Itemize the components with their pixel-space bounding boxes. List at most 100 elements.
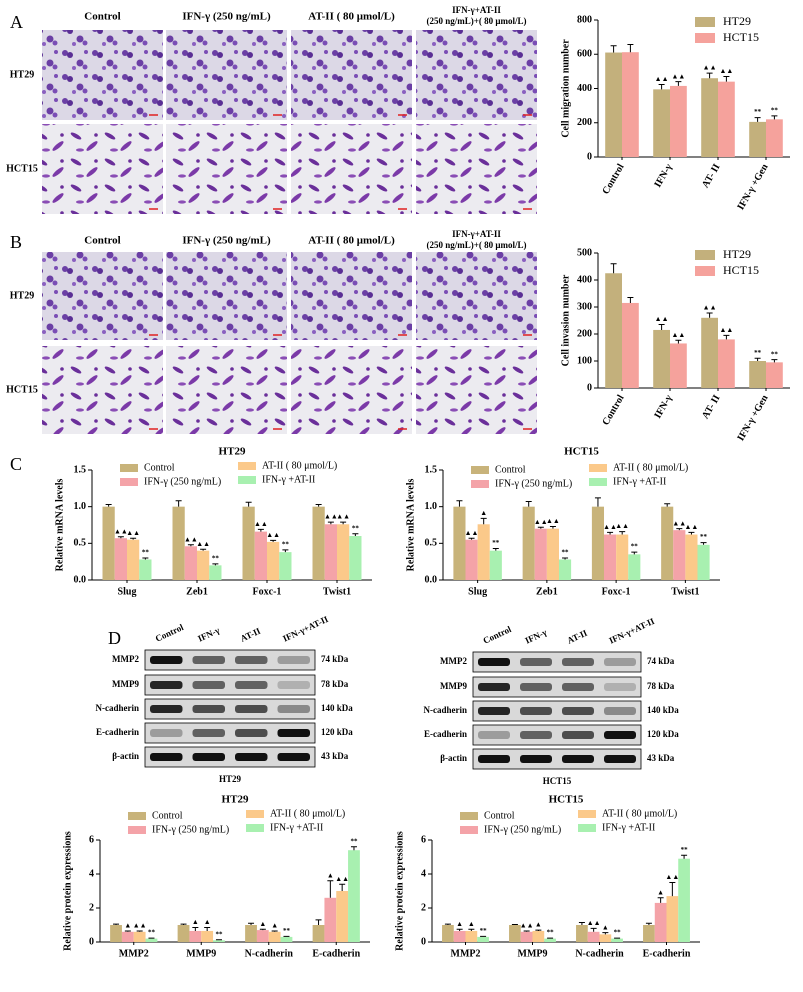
bar bbox=[242, 506, 255, 580]
protein-label: MMP9 bbox=[112, 679, 139, 689]
band bbox=[478, 755, 510, 763]
significance-mark: ▲▲ bbox=[703, 64, 717, 72]
bar bbox=[453, 930, 466, 942]
error-bar bbox=[175, 500, 182, 507]
micrograph bbox=[416, 30, 537, 120]
size-label: 43 kDa bbox=[647, 753, 675, 763]
bar bbox=[661, 506, 674, 580]
bar bbox=[213, 940, 225, 942]
bar bbox=[697, 544, 710, 580]
x-tick-label: AT- II bbox=[700, 162, 723, 190]
micrograph bbox=[416, 346, 537, 434]
legend-label: HT29 bbox=[723, 14, 751, 28]
row-label: HT29 bbox=[10, 290, 34, 301]
bar bbox=[749, 121, 766, 157]
significance-mark: ▲▲ bbox=[587, 919, 601, 927]
blot-strip bbox=[144, 698, 316, 720]
legend-swatch bbox=[460, 826, 478, 834]
column-header: IFN-γ (250 ng/mL) bbox=[182, 11, 271, 23]
bar bbox=[604, 534, 617, 580]
significance-mark: ▲▲ bbox=[133, 922, 147, 930]
x-tick-label: Twist1 bbox=[671, 586, 699, 597]
bar bbox=[127, 539, 140, 580]
size-label: 78 kDa bbox=[321, 679, 349, 689]
error-bar bbox=[619, 531, 626, 535]
y-tick-label: 100 bbox=[577, 355, 592, 366]
lane-label: Control bbox=[481, 624, 513, 646]
error-bar bbox=[676, 528, 683, 531]
x-tick-label: Twist1 bbox=[323, 586, 351, 597]
chart-title: HT29 bbox=[219, 446, 246, 458]
band bbox=[192, 656, 225, 664]
bar bbox=[114, 538, 127, 580]
lane-label: IFN-γ+AT-II bbox=[607, 616, 656, 646]
error-bar bbox=[492, 547, 499, 551]
significance-mark: ** bbox=[771, 107, 779, 115]
error-bar bbox=[771, 115, 778, 120]
bar bbox=[477, 936, 489, 942]
error-bar bbox=[142, 557, 149, 560]
chart-title: HCT15 bbox=[564, 446, 599, 458]
legend-label: IFN-γ (250 ng/mL) bbox=[144, 476, 221, 487]
bar bbox=[766, 119, 783, 157]
error-bar bbox=[480, 517, 487, 525]
significance-mark: ▲ bbox=[259, 920, 266, 928]
column-header: IFN-γ (250 ng/mL) bbox=[182, 235, 271, 247]
y-tick-label: 0.5 bbox=[74, 538, 87, 549]
x-tick-label: IFN-γ +Gen bbox=[735, 162, 770, 212]
error-bar bbox=[645, 922, 652, 925]
error-bar bbox=[631, 551, 638, 555]
legend-label: IFN-γ +AT-II bbox=[602, 822, 655, 833]
error-bar bbox=[271, 930, 278, 932]
panel-label: C bbox=[10, 454, 22, 474]
bar bbox=[532, 930, 545, 942]
y-tick-label: 400 bbox=[577, 83, 592, 94]
bar bbox=[201, 930, 214, 942]
bar bbox=[324, 897, 337, 942]
band bbox=[478, 707, 510, 715]
significance-mark: ▲ bbox=[327, 871, 334, 879]
bar bbox=[509, 925, 521, 942]
row-label: HCT15 bbox=[6, 163, 38, 174]
legend-swatch bbox=[238, 462, 256, 470]
bar bbox=[280, 936, 293, 942]
bar bbox=[670, 343, 687, 388]
bar bbox=[718, 339, 735, 388]
legend-label: AT-II ( 80 μmol/L) bbox=[262, 460, 337, 471]
band bbox=[604, 755, 636, 763]
y-tick-label: 400 bbox=[577, 274, 592, 285]
error-bar bbox=[259, 928, 266, 931]
significance-mark: ▲▲ bbox=[665, 873, 679, 881]
y-tick-label: 6 bbox=[421, 834, 426, 845]
bar bbox=[268, 931, 281, 942]
error-bar bbox=[523, 930, 530, 932]
significance-mark: ** bbox=[754, 349, 762, 357]
error-bar bbox=[688, 531, 695, 535]
bar bbox=[685, 534, 698, 580]
significance-mark: ▲▲ bbox=[546, 517, 560, 525]
bar bbox=[279, 552, 292, 580]
significance-mark: ** bbox=[562, 549, 570, 557]
bar bbox=[766, 362, 783, 388]
significance-mark: ** bbox=[352, 524, 360, 532]
band bbox=[562, 683, 594, 691]
error-bar bbox=[339, 883, 346, 891]
column-header: Control bbox=[84, 235, 120, 247]
bar bbox=[599, 934, 612, 942]
bar bbox=[622, 52, 639, 157]
row-label: HCT15 bbox=[6, 384, 38, 395]
legend-swatch bbox=[128, 826, 146, 834]
chart-title: HCT15 bbox=[549, 794, 584, 806]
blot-strip bbox=[472, 748, 642, 770]
y-tick-label: 2 bbox=[421, 902, 426, 913]
error-bar bbox=[468, 928, 475, 931]
bar bbox=[348, 850, 360, 942]
error-bar bbox=[602, 932, 609, 935]
bar bbox=[172, 506, 185, 580]
y-tick-label: 1.0 bbox=[425, 501, 438, 512]
micrograph bbox=[166, 30, 287, 120]
legend-swatch bbox=[589, 478, 607, 486]
bar bbox=[465, 930, 478, 942]
significance-mark: ▲▲ bbox=[520, 922, 534, 930]
